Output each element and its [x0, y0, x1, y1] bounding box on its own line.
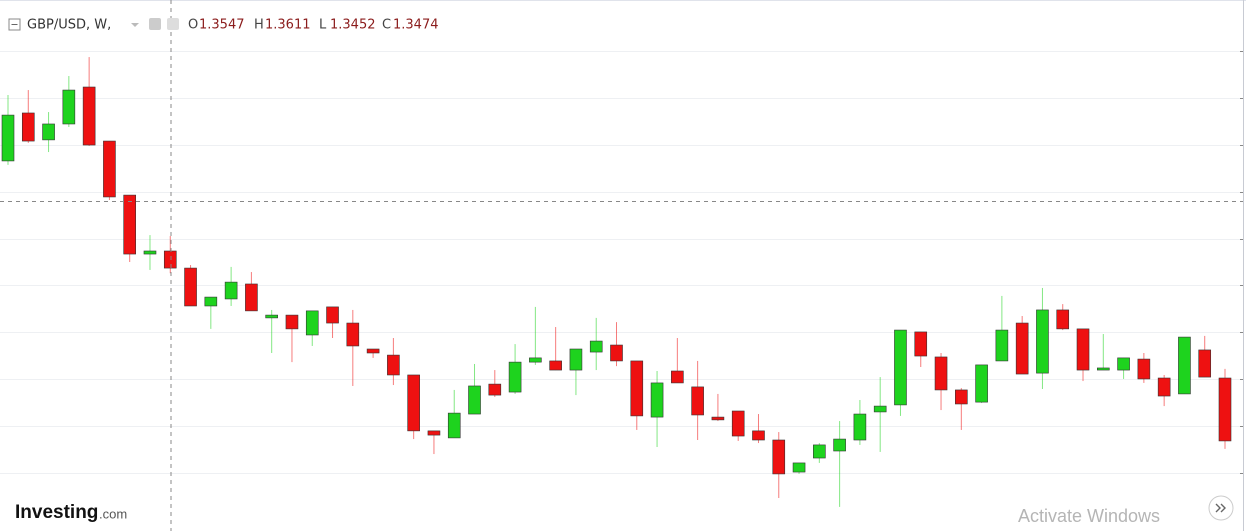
- watermark-brand: Investing: [15, 502, 98, 523]
- candle-body: [184, 267, 197, 307]
- candle-body: [1056, 309, 1070, 330]
- candle-body: [427, 430, 441, 436]
- candle-body: [508, 361, 522, 393]
- ohlc-value: 1.3547: [199, 18, 245, 33]
- ohlc-value: 1.3611: [265, 18, 311, 33]
- candle-body: [143, 250, 157, 255]
- dropdown-arrow[interactable]: [131, 23, 139, 27]
- candle-body: [691, 386, 704, 416]
- candle-body: [1137, 358, 1151, 380]
- ohlc-label: L: [319, 18, 327, 33]
- ohlc-label: H: [254, 18, 264, 33]
- candle-body: [813, 444, 826, 459]
- candle-body: [610, 344, 623, 362]
- candle-body: [224, 281, 238, 300]
- candles: [1, 57, 1232, 507]
- candle-body: [163, 250, 177, 269]
- candle-body: [82, 86, 96, 146]
- candle-body: [204, 296, 218, 307]
- candle-body: [1097, 367, 1110, 371]
- candle-body: [1218, 377, 1232, 442]
- candle-body: [1015, 322, 1029, 375]
- candle-body: [731, 410, 745, 437]
- candle-body: [955, 389, 968, 405]
- candle-body: [772, 439, 786, 475]
- candle-body: [21, 112, 35, 142]
- ohlc-value: 1.3474: [393, 18, 439, 33]
- candle-body: [1, 114, 15, 162]
- candle-body: [853, 413, 867, 441]
- candle-body: [833, 438, 846, 452]
- candle-body: [407, 374, 420, 432]
- candle-body: [123, 194, 136, 255]
- candle-body: [1076, 328, 1090, 371]
- candle-body: [285, 314, 299, 330]
- candle-body: [529, 357, 542, 363]
- candle-body: [366, 348, 380, 354]
- candle-body: [873, 405, 887, 413]
- format-icon[interactable]: [167, 18, 179, 30]
- candle-body: [569, 348, 583, 371]
- candle-body: [1157, 377, 1171, 397]
- candle-body: [1117, 357, 1130, 371]
- candle-body: [914, 331, 928, 357]
- candle-body: [975, 364, 988, 403]
- candle-body: [447, 412, 461, 439]
- ohlc-label: O: [188, 18, 198, 33]
- candle-body: [1178, 336, 1191, 395]
- candle-body: [934, 356, 948, 391]
- candle-body: [671, 370, 684, 384]
- grid: [0, 51, 1243, 474]
- scroll-right-button[interactable]: [1208, 495, 1234, 521]
- candle-body: [305, 310, 319, 336]
- candle-body: [995, 329, 1009, 362]
- symbol: GBP/USD, W,: [27, 18, 111, 33]
- candle-body: [711, 416, 725, 421]
- candle-body: [326, 306, 339, 324]
- candle-body: [630, 360, 644, 417]
- candle-body: [245, 283, 258, 312]
- candle-body: [62, 89, 76, 125]
- candle-body: [103, 140, 116, 198]
- ohlc-label: C: [382, 18, 391, 33]
- candle-body: [752, 430, 765, 441]
- settings-icon[interactable]: [149, 18, 161, 30]
- candle-body: [468, 385, 481, 415]
- candle-body: [792, 462, 806, 473]
- candle-body: [387, 354, 400, 376]
- candle-body: [650, 382, 664, 418]
- candle-body: [1036, 309, 1049, 374]
- watermark-suffix: .com: [99, 506, 127, 521]
- ohlc-value: 1.3452: [330, 18, 376, 33]
- candle-body: [894, 329, 907, 406]
- candle-body: [42, 123, 55, 141]
- candle-body: [549, 360, 562, 371]
- candle-body: [265, 314, 278, 319]
- candle-body: [346, 322, 360, 347]
- header: GBP/USD, W, O 1.3547 H 1.3611 L 1.3452 C 1.3474: [8, 18, 439, 33]
- candle-body: [488, 383, 502, 396]
- os-notice: Activate Windows: [1018, 506, 1160, 526]
- candle-body: [589, 340, 603, 353]
- scroll-right-icon: [1215, 503, 1226, 513]
- candle-body: [1198, 349, 1212, 378]
